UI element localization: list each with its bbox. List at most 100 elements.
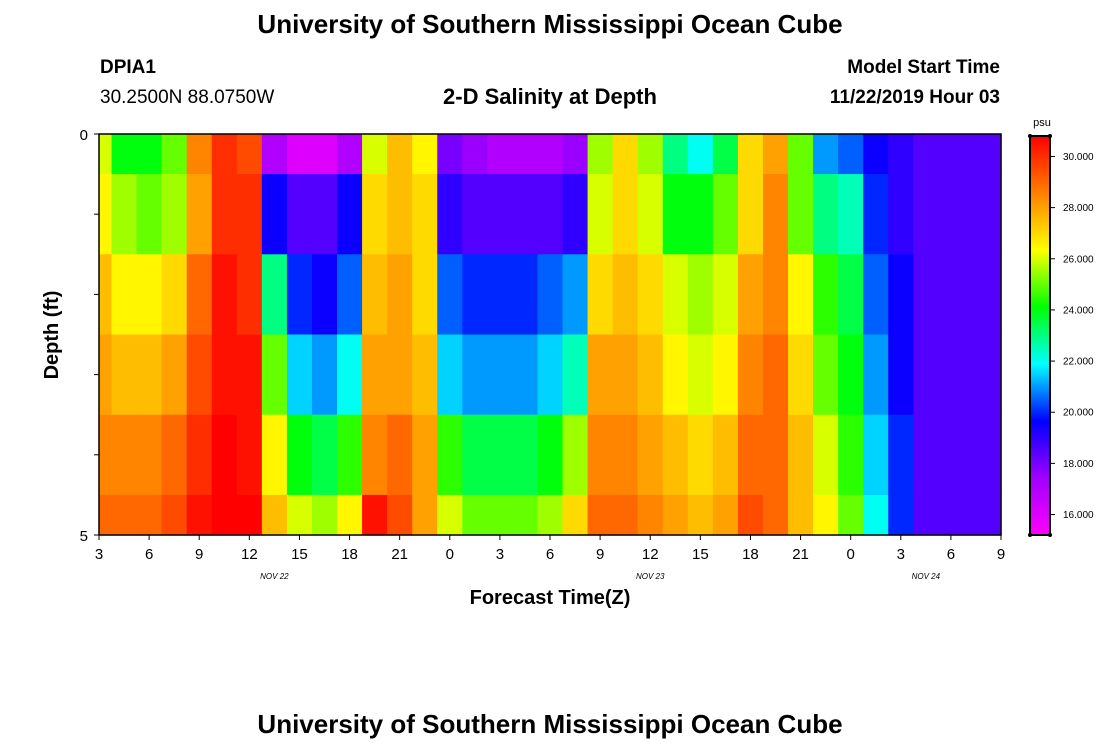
heatmap-cell	[387, 134, 413, 175]
heatmap-cell	[286, 174, 313, 255]
colorbar-unit: psu	[1033, 117, 1051, 129]
colorbar-tick-label: 16.000	[1063, 510, 1094, 521]
date-label: NOV 23	[636, 572, 665, 581]
heatmap-cell	[136, 134, 163, 175]
heatmap-cell	[311, 334, 338, 416]
heatmap-cell	[587, 414, 614, 496]
heatmap-cell	[362, 414, 388, 496]
heatmap-cell	[437, 254, 463, 336]
heatmap-cell	[888, 174, 914, 255]
heatmap-cell	[111, 414, 138, 496]
heatmap-cell	[737, 174, 764, 255]
heatmap-cell	[362, 334, 388, 416]
x-axis: 3 6 9 12 15 18 21 0 3 6 9 12 15 18 21 0 3 6 9 NOV 22 NOV 23 N…	[95, 535, 1005, 581]
colorbar-tick-label: 24.000	[1063, 305, 1094, 316]
heatmap-cell	[587, 494, 614, 536]
heatmap-cell	[712, 254, 739, 336]
heatmap-cell	[612, 414, 639, 496]
heatmap-cell	[136, 414, 163, 496]
heatmap-cell	[286, 414, 313, 496]
heatmap-cell	[838, 414, 864, 496]
heatmap-cell	[662, 254, 689, 336]
colorbar-tick-label: 26.000	[1063, 254, 1094, 265]
x-tick-label: 15	[692, 546, 709, 563]
heatmap-cell	[512, 134, 539, 175]
heatmap-cell	[161, 134, 188, 175]
heatmap-cell	[537, 134, 564, 175]
heatmap-cell	[788, 174, 814, 255]
heatmap-cell	[712, 414, 739, 496]
heatmap-cell	[712, 174, 739, 255]
heatmap-cell	[387, 494, 413, 536]
model-start-label: Model Start Time	[847, 57, 1000, 78]
heatmap-cell	[362, 134, 388, 175]
x-tick-label: 6	[546, 546, 554, 563]
heatmap-cell	[362, 494, 388, 536]
heatmap-cell	[211, 334, 238, 416]
heatmap-cell	[311, 174, 338, 255]
heatmap-cell	[261, 174, 288, 255]
heatmap-cell	[337, 334, 363, 416]
heatmap-cell	[888, 414, 914, 496]
heatmap-cell	[687, 494, 714, 536]
heatmap-cell	[988, 494, 1002, 536]
heatmap-cell	[762, 414, 789, 496]
heatmap-cell	[412, 254, 438, 336]
heatmap-cell	[938, 494, 965, 536]
heatmap-cell	[562, 414, 589, 496]
colorbar-corner-dot	[1048, 134, 1052, 138]
footer-title: University of Southern Mississippi Ocean…	[257, 709, 843, 739]
heatmap-cell	[612, 134, 639, 175]
heatmap-cell	[662, 174, 689, 255]
heatmap-cell	[99, 414, 113, 496]
heatmap-cell	[813, 414, 839, 496]
heatmap-cell	[337, 414, 363, 496]
heatmap-cell	[412, 134, 438, 175]
x-tick-label: 6	[947, 546, 955, 563]
heatmap-cell	[737, 254, 764, 336]
heatmap-cell	[261, 414, 288, 496]
heatmap-cell	[737, 334, 764, 416]
heatmap-cells	[99, 134, 1002, 536]
heatmap-cell	[311, 134, 338, 175]
heatmap-cell	[286, 134, 313, 175]
heatmap-cell	[838, 254, 864, 336]
heatmap-cell	[988, 134, 1002, 175]
heatmap-cell	[662, 334, 689, 416]
heatmap-cell	[512, 494, 539, 536]
heatmap-cell	[136, 254, 163, 336]
station-coordinates: 30.2500N 88.0750W	[100, 87, 275, 108]
heatmap-cell	[236, 414, 263, 496]
heatmap-cell	[387, 334, 413, 416]
heatmap-cell	[236, 254, 263, 336]
heatmap-cell	[913, 334, 939, 416]
heatmap-cell	[587, 254, 614, 336]
heatmap-cell	[462, 254, 488, 336]
heatmap-cell	[938, 174, 965, 255]
heatmap-cell	[512, 174, 539, 255]
heatmap-cell	[637, 134, 664, 175]
colorbar-tick-label: 20.000	[1063, 408, 1094, 419]
heatmap-cell	[963, 254, 990, 336]
heatmap-cell	[788, 494, 814, 536]
colorbar-corner-dot	[1048, 533, 1052, 537]
heatmap-cell	[186, 494, 213, 536]
heatmap-cell	[762, 254, 789, 336]
heatmap-cell	[186, 334, 213, 416]
x-tick-label: 9	[997, 546, 1005, 563]
heatmap-cell	[99, 494, 113, 536]
heatmap-cell	[913, 414, 939, 496]
heatmap-cell	[286, 254, 313, 336]
colorbar-scale	[1029, 135, 1051, 536]
heatmap-cell	[387, 174, 413, 255]
heatmap-cell	[236, 334, 263, 416]
heatmap-cell	[99, 254, 113, 336]
heatmap-cell	[913, 134, 939, 175]
heatmap-cell	[562, 134, 589, 175]
heatmap-cell	[186, 134, 213, 175]
x-tick-label: 21	[391, 546, 408, 563]
heatmap-cell	[762, 134, 789, 175]
heatmap-cell	[99, 334, 113, 416]
heatmap-cell	[111, 334, 138, 416]
colorbar-corner-dot	[1028, 533, 1032, 537]
